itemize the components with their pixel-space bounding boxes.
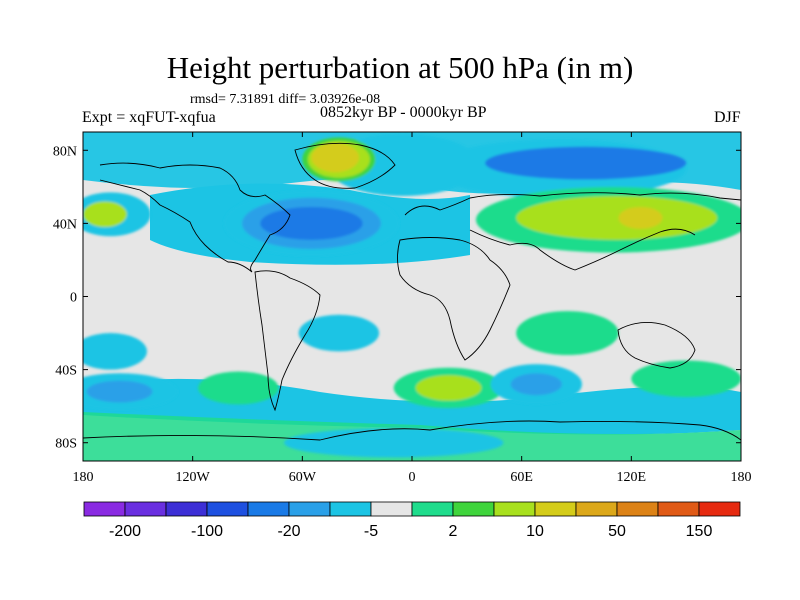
contour-blob-12 (516, 195, 718, 240)
contour-blob-19 (198, 371, 279, 405)
contour-blob-18 (86, 380, 153, 403)
lon-label: 180 (73, 470, 94, 485)
lon-label: 60E (510, 470, 533, 485)
colorbar-label: 10 (526, 523, 544, 540)
colorbar-box (452, 501, 495, 517)
page-title: Height perturbation at 500 hPa (in m) (166, 50, 634, 85)
colorbar-box (206, 501, 249, 517)
lat-label: 40N (53, 217, 77, 232)
coastline-south-america (254, 270, 321, 412)
contour-blob-25 (284, 428, 504, 458)
coastline-north-america (99, 162, 291, 273)
colorbar-box (657, 501, 700, 517)
coastline-europe-asia (404, 192, 741, 271)
lat-label: 80S (55, 437, 77, 452)
lon-label: 180 (731, 470, 752, 485)
colorbar-labels: -200 -100 -20 -5 2 10 50 150 (109, 523, 712, 540)
colorbar-label: -5 (364, 523, 378, 540)
lon-label: 0 (409, 470, 416, 485)
contour-blobs (83, 133, 741, 458)
colorbar-box (411, 501, 454, 517)
colorbar-label: 150 (686, 523, 713, 540)
coastline-africa (397, 237, 511, 361)
colorbar-box (124, 501, 167, 517)
contour-fields (83, 132, 741, 461)
lat-label: 0 (70, 291, 77, 306)
colorbar-box (698, 501, 741, 517)
colorbar-label: -20 (277, 523, 300, 540)
experiment-label: Expt = xqFUT-xqfua (82, 109, 216, 126)
contour-blob-5 (311, 142, 359, 173)
colorbar-label: 2 (449, 523, 458, 540)
lat-label: 40S (55, 364, 77, 379)
stats-text: rmsd= 7.31891 diff= 3.03926e-08 (190, 92, 381, 107)
lon-labels: 180 120W 60W 0 60E 120E 180 (73, 470, 752, 485)
contour-blob-21 (415, 375, 482, 401)
map-ticks (82, 132, 742, 461)
lon-label: 60W (289, 470, 317, 485)
lat-labels: 80N 40N 0 40S 80S (53, 144, 77, 451)
colorbar-box (83, 501, 126, 517)
colorbar-box (575, 501, 618, 517)
coastlines (83, 142, 741, 441)
contour-blob-16 (83, 333, 147, 370)
coastline-australia (617, 321, 696, 369)
coastline-greenland (294, 142, 396, 189)
period-label: 0852kyr BP - 0000kyr BP (320, 104, 487, 121)
colorbar-box (329, 501, 372, 517)
contour-blob-7 (83, 201, 127, 228)
colorbar-label: -100 (191, 523, 223, 540)
contour-blob-10 (260, 206, 363, 240)
contour-blob-14 (298, 314, 380, 352)
colorbar-boxes (83, 501, 741, 517)
colorbar: -200 -100 -20 -5 2 10 50 150 (83, 501, 741, 540)
contour-blob-24 (631, 360, 741, 398)
season-label: DJF (714, 109, 741, 126)
colorbar-box (493, 501, 536, 517)
contour-blob-2 (485, 146, 687, 180)
lon-label: 120W (176, 470, 211, 485)
colorbar-label: 50 (608, 523, 626, 540)
contour-blob-15 (516, 311, 619, 355)
colorbar-box (288, 501, 331, 517)
colorbar-box (534, 501, 577, 517)
lon-label: 120E (617, 470, 647, 485)
colorbar-box (247, 501, 290, 517)
colorbar-box (165, 501, 208, 517)
colorbar-label: -200 (109, 523, 141, 540)
colorbar-box (616, 501, 659, 517)
colorbar-box (370, 501, 413, 517)
contour-blob-13 (618, 206, 663, 229)
map-panel: 80N 40N 0 40S 80S 180 120W 60W 0 60E 120E 180 (53, 131, 752, 485)
lat-label: 80N (53, 144, 77, 159)
coastline-antarctica (83, 420, 741, 441)
contour-blob-23 (510, 373, 562, 396)
